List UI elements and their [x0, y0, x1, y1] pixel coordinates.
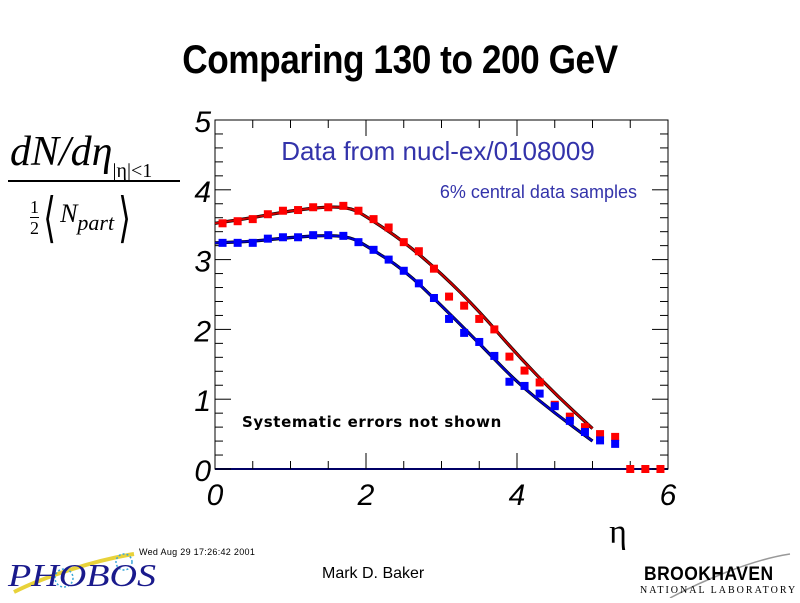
data-point-130gev	[233, 238, 242, 247]
data-point-130gev	[565, 416, 574, 425]
ylabel-numerator-sub: |η|<1	[112, 160, 153, 182]
ylabel-denominator: 1 2 ⟨ Npart⟩	[30, 186, 135, 249]
axes: 0 1 2 3 4 5 0 2 4 6	[193, 106, 676, 512]
brookhaven-swoosh	[669, 553, 791, 598]
data-point-130gev	[580, 428, 589, 437]
data-point-130gev	[535, 389, 544, 398]
brookhaven-subtitle: NATIONAL LABORATORY	[640, 585, 798, 596]
data-point-200gev	[535, 378, 544, 387]
data-point-200gev	[354, 206, 363, 215]
data-point-200gev	[580, 423, 589, 432]
data-point-200gev	[324, 203, 333, 212]
data-point-200gev	[369, 215, 378, 224]
data-point-130gev	[460, 328, 469, 337]
data-point-130gev	[520, 381, 529, 390]
y-tick-label: 2	[193, 315, 211, 348]
data-point-130gev	[596, 436, 605, 445]
data-point-200gev	[263, 210, 272, 219]
data-point-130gev	[309, 231, 318, 240]
ylabel-left-angle: ⟨	[43, 188, 56, 248]
data-points	[218, 201, 665, 473]
annotation-central-samples: 6% central data samples	[440, 182, 637, 202]
data-point-200gev	[490, 325, 499, 334]
data-point-130gev	[263, 234, 272, 243]
fit-curve	[214, 234, 594, 442]
data-point-200gev	[445, 292, 454, 301]
data-point-200gev	[429, 264, 438, 273]
data-point-130gev	[324, 231, 333, 240]
data-point-200gev	[278, 206, 287, 215]
data-point-130gev	[490, 351, 499, 360]
data-point-200gev	[565, 412, 574, 421]
brookhaven-name: BROOKHAVEN	[644, 564, 774, 585]
data-point-130gev	[248, 238, 257, 247]
ylabel-numerator: dN/dη|η|<1	[10, 128, 152, 183]
ylabel-npart-n: N	[60, 199, 78, 228]
data-point-200gev	[339, 201, 348, 210]
data-point-130gev	[399, 266, 408, 275]
data-point-130gev	[339, 231, 348, 240]
ylabel-half-bottom: 2	[30, 217, 39, 238]
phobos-logo-graphic: PHOBOS	[7, 552, 156, 594]
data-point-200gev	[248, 215, 257, 224]
data-point-130gev	[505, 377, 514, 386]
data-point-200gev	[611, 432, 620, 441]
data-point-130gev	[429, 293, 438, 302]
data-point-130gev	[384, 255, 393, 264]
fit-curve-outline	[214, 234, 594, 443]
x-axis-label: η	[609, 514, 627, 551]
data-point-200gev	[384, 223, 393, 232]
x-tick-label: 6	[660, 479, 677, 512]
slide-title: Comparing 130 to 200 GeV	[182, 38, 618, 82]
x-tick-label: 4	[509, 479, 526, 512]
data-point-200gev	[505, 352, 514, 361]
y-axis-label: dN/dη|η|<1 1 2 ⟨ Npart⟩	[6, 128, 186, 248]
x-tick-label: 2	[357, 479, 375, 512]
x-tick-label: 0	[207, 479, 224, 512]
ylabel-right-angle: ⟩	[118, 188, 131, 248]
data-point-130gev	[475, 337, 484, 346]
data-point-200gev	[641, 465, 650, 473]
y-tick-label: 0	[194, 455, 211, 488]
ylabel-half-top: 1	[30, 197, 39, 217]
data-point-200gev	[399, 238, 408, 247]
annotation-systematic-errors: Systematic errors not shown	[242, 413, 502, 431]
timestamp: Wed Aug 29 17:26:42 2001	[139, 547, 256, 557]
data-point-200gev	[233, 217, 242, 226]
data-point-130gev	[414, 279, 423, 288]
data-point-130gev	[294, 233, 303, 242]
data-point-200gev	[309, 203, 318, 212]
data-point-130gev	[445, 314, 454, 323]
data-point-200gev	[596, 430, 605, 439]
annotation-data-source: Data from nucl-ex/0108009	[281, 136, 595, 166]
data-point-200gev	[520, 366, 529, 375]
data-point-130gev	[550, 402, 559, 411]
data-point-200gev	[656, 465, 665, 473]
phobos-logo-text: PHOBOS	[7, 557, 156, 593]
data-point-130gev	[354, 238, 363, 247]
data-point-200gev	[414, 247, 423, 256]
y-tick-label: 5	[194, 106, 211, 139]
brookhaven-logo: BROOKHAVEN NATIONAL LABORATORY	[640, 552, 800, 598]
data-point-130gev	[611, 439, 620, 448]
data-point-200gev	[460, 301, 469, 310]
author-name: Mark D. Baker	[322, 565, 425, 582]
ylabel-npart: Npart	[60, 199, 114, 235]
data-point-130gev	[218, 238, 227, 247]
data-point-200gev	[475, 314, 484, 323]
phobos-logo: PHOBOS	[6, 548, 156, 598]
ylabel-fraction-bar	[8, 180, 180, 182]
ylabel-numerator-text: dN/dη	[10, 129, 113, 175]
y-tick-label: 4	[194, 176, 211, 209]
data-point-200gev	[626, 465, 635, 473]
data-point-130gev	[369, 245, 378, 254]
y-tick-label: 1	[194, 385, 211, 418]
y-tick-label: 3	[194, 246, 211, 279]
ylabel-npart-sub: part	[77, 210, 115, 235]
data-point-130gev	[278, 233, 287, 242]
data-point-200gev	[218, 219, 227, 228]
data-point-200gev	[294, 206, 303, 215]
